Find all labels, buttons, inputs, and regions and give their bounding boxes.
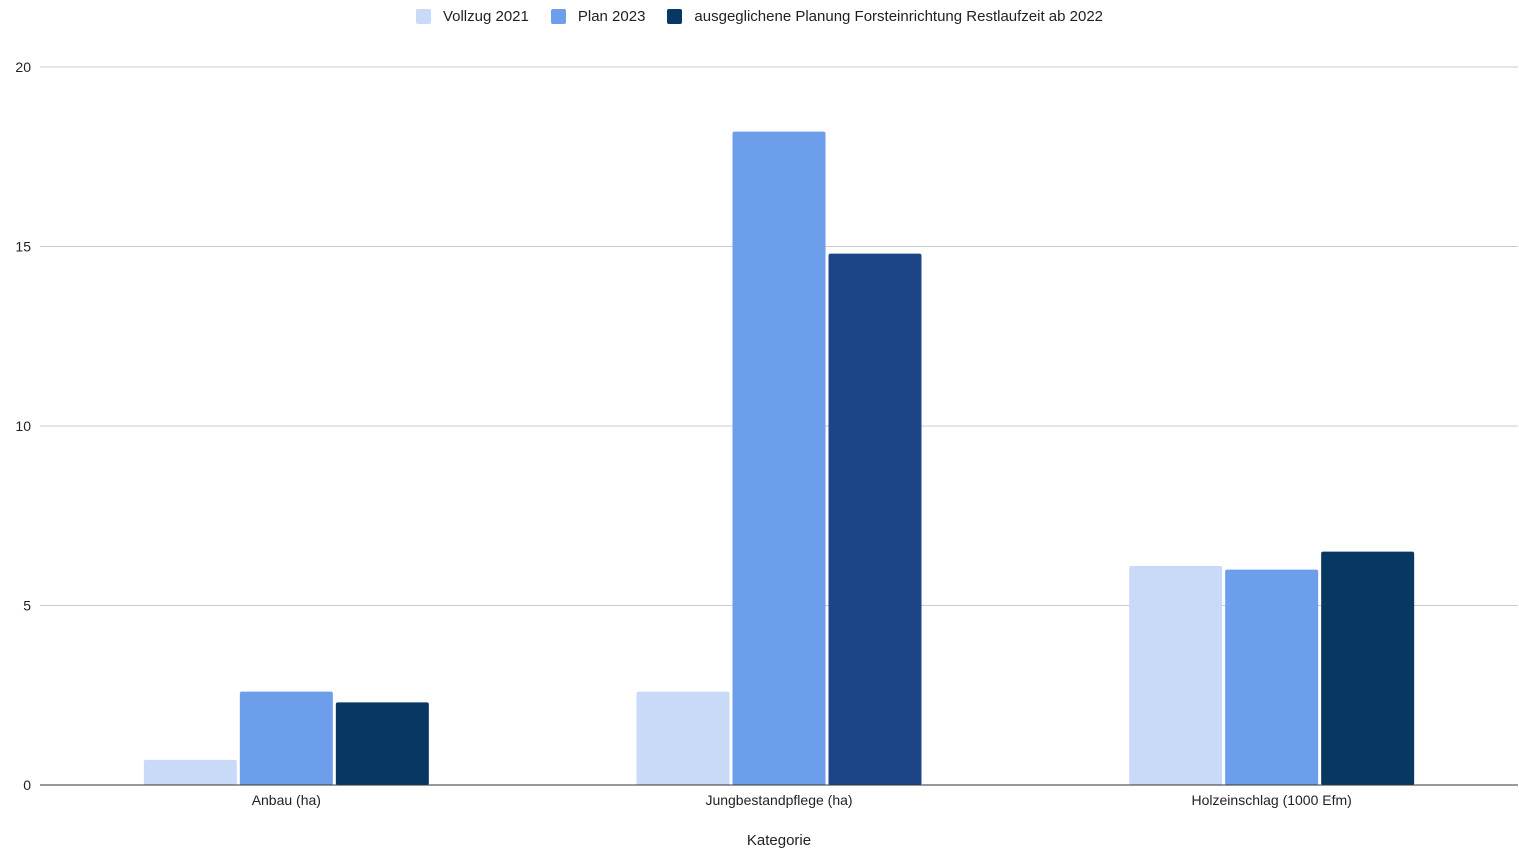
bar-vollzug-2021-jungbestandpflege-ha[interactable] bbox=[636, 691, 730, 785]
legend-label: Vollzug 2021 bbox=[442, 8, 529, 25]
bars bbox=[143, 131, 1415, 785]
y-tick-label: 5 bbox=[23, 598, 31, 614]
bar-ausgeglichene-planung-forsteinrichtung-restlaufzeit-ab-2022-jungbestandpflege-ha[interactable] bbox=[828, 253, 922, 785]
legend-label: ausgeglichene Planung Forsteinrichtung R… bbox=[694, 8, 1104, 25]
y-tick-label: 15 bbox=[15, 239, 31, 255]
bar-plan-2023-anbau-ha[interactable] bbox=[239, 691, 333, 785]
legend: Vollzug 2021 Plan 2023 ausgeglichene Pla… bbox=[0, 8, 1519, 25]
bar-vollzug-2021-anbau-ha[interactable] bbox=[143, 759, 237, 785]
x-tick-label: Jungbestandpflege (ha) bbox=[705, 792, 852, 808]
y-tick-label: 20 bbox=[15, 59, 31, 75]
x-axis-title: Kategorie bbox=[747, 832, 811, 849]
y-tick-label: 10 bbox=[15, 418, 31, 434]
legend-swatch bbox=[415, 9, 431, 24]
bar-vollzug-2021-holzeinschlag-1000-efm[interactable] bbox=[1129, 566, 1223, 785]
legend-swatch bbox=[550, 9, 566, 24]
legend-item-ausgeglichene-planung[interactable]: ausgeglichene Planung Forsteinrichtung R… bbox=[667, 8, 1103, 25]
legend-item-plan-2023[interactable]: Plan 2023 bbox=[550, 8, 646, 25]
x-tick-label: Holzeinschlag (1000 Efm) bbox=[1192, 792, 1352, 808]
y-tick-label: 0 bbox=[23, 777, 31, 793]
legend-item-vollzug-2021[interactable]: Vollzug 2021 bbox=[415, 8, 529, 25]
legend-label: Plan 2023 bbox=[577, 8, 646, 25]
bar-ausgeglichene-planung-forsteinrichtung-restlaufzeit-ab-2022-holzeinschlag-1000-efm[interactable] bbox=[1321, 551, 1415, 785]
bar-plan-2023-holzeinschlag-1000-efm[interactable] bbox=[1225, 569, 1319, 785]
bar-plan-2023-jungbestandpflege-ha[interactable] bbox=[732, 131, 826, 785]
legend-swatch bbox=[667, 9, 683, 24]
x-axis-ticks: Anbau (ha) Jungbestandpflege (ha) Holzeins… bbox=[252, 792, 1352, 808]
bar-ausgeglichene-planung-forsteinrichtung-restlaufzeit-ab-2022-anbau-ha[interactable] bbox=[335, 702, 429, 785]
x-tick-label: Anbau (ha) bbox=[252, 792, 321, 808]
y-axis-ticks: 0 5 10 15 20 bbox=[15, 59, 31, 793]
